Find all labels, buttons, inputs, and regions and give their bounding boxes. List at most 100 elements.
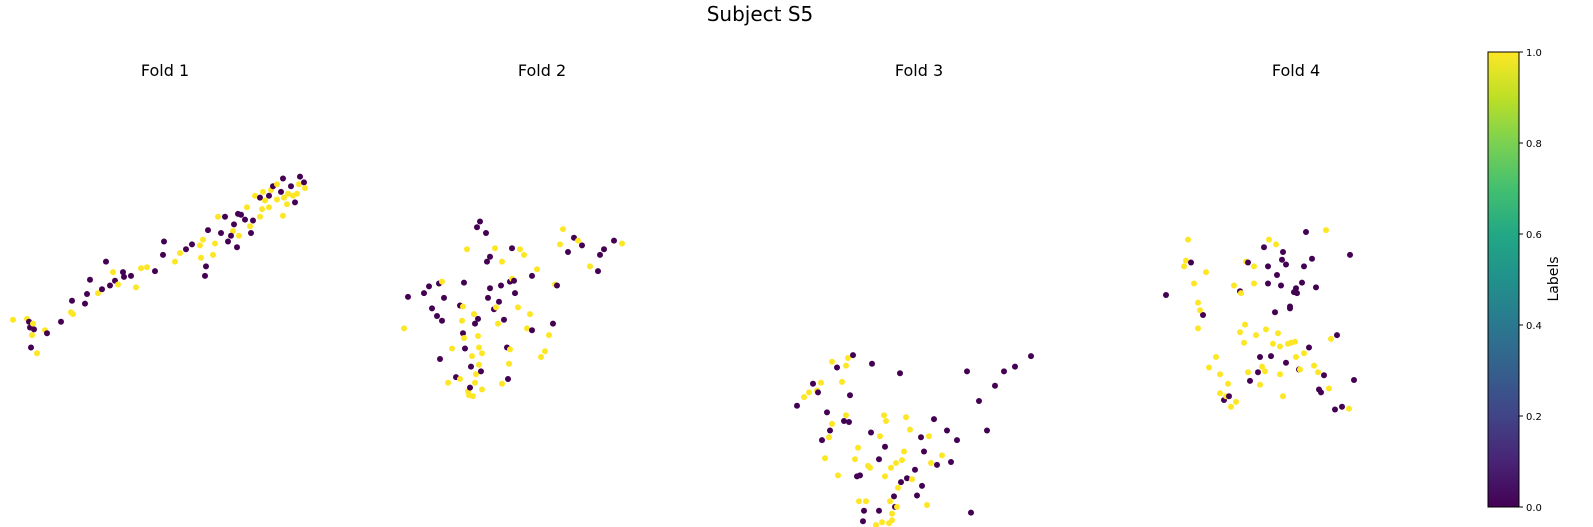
scatter-point xyxy=(1265,263,1271,270)
scatter-point xyxy=(475,333,481,339)
scatter-point xyxy=(477,218,483,225)
scatter-point xyxy=(296,181,302,188)
scatter-point xyxy=(1251,280,1257,287)
scatter-point xyxy=(161,238,167,245)
scatter-point xyxy=(278,188,284,195)
scatter-point xyxy=(801,394,807,401)
scatter-point xyxy=(806,389,812,396)
scatter-point xyxy=(475,315,481,322)
scatter-point xyxy=(1323,227,1329,234)
scatter-point xyxy=(499,380,505,387)
scatter-point xyxy=(461,335,467,341)
scatter-point xyxy=(1301,350,1307,357)
scatter-point xyxy=(839,378,845,385)
scatter-point xyxy=(266,192,272,199)
scatter-point xyxy=(1217,371,1223,378)
scatter-point xyxy=(257,213,263,220)
scatter-point xyxy=(887,498,893,505)
scatter-point xyxy=(1273,241,1279,248)
scatter-point xyxy=(87,276,93,283)
scatter-point xyxy=(826,434,832,441)
scatter-point xyxy=(1197,307,1203,314)
colorbar: 0.0 0.2 0.4 0.6 0.8 1.0 Labels xyxy=(1487,48,1562,514)
scatter-point xyxy=(252,192,258,199)
scatter-point xyxy=(437,356,443,362)
scatter-point xyxy=(133,284,139,291)
scatter-point xyxy=(487,253,493,260)
scatter-point xyxy=(1191,280,1197,287)
scatter-point xyxy=(215,213,221,220)
scatter-point xyxy=(302,185,308,192)
scatter-point xyxy=(1280,393,1286,400)
scatter-point xyxy=(128,272,134,279)
scatter-point xyxy=(1233,398,1239,405)
scatter-point xyxy=(611,237,617,244)
scatter-point xyxy=(1334,332,1340,339)
scatter-point xyxy=(470,393,476,400)
scatter-point xyxy=(1195,325,1201,332)
scatter-point xyxy=(1001,368,1007,375)
scatter-point xyxy=(212,240,218,247)
scatter-point xyxy=(1321,372,1327,379)
scatter-point xyxy=(834,364,840,371)
scatter-point xyxy=(259,206,265,213)
scatter-point xyxy=(810,380,816,387)
scatter-point xyxy=(1262,368,1268,375)
scatter-point xyxy=(1292,338,1298,345)
scatter-point xyxy=(924,502,930,508)
scatter-point xyxy=(863,498,869,505)
scatter-point xyxy=(1280,249,1286,255)
scatter-point xyxy=(468,363,474,370)
scatter-point xyxy=(1257,381,1263,388)
scatter-point xyxy=(445,379,451,386)
scatter-point xyxy=(44,330,50,337)
scatter-point xyxy=(1012,363,1018,370)
scatter-point xyxy=(1206,364,1212,371)
scatter-point xyxy=(202,272,208,279)
scatter-point xyxy=(84,291,90,297)
scatter-point xyxy=(860,518,866,525)
scatter-point xyxy=(472,379,478,386)
scatter-point xyxy=(1245,259,1251,266)
colorbar-tick-label: 0.0 xyxy=(1526,503,1542,514)
scatter-point xyxy=(511,277,517,284)
scatter-point xyxy=(288,183,294,190)
scatter-point xyxy=(868,429,874,436)
scatter-point xyxy=(1265,280,1271,287)
scatter-point xyxy=(1277,371,1283,378)
scatter-point xyxy=(471,311,477,318)
scatter-point xyxy=(944,427,950,434)
scatter-point xyxy=(441,294,447,301)
scatter-point xyxy=(1266,236,1272,243)
scatter-point xyxy=(200,236,206,243)
scatter-point xyxy=(877,433,883,440)
scatter-point xyxy=(1228,403,1234,410)
scatter-point xyxy=(1231,282,1237,289)
panel-title: Fold 2 xyxy=(518,61,566,80)
scatter-point xyxy=(1255,369,1261,376)
scatter-point xyxy=(1195,299,1201,306)
scatter-point xyxy=(1241,339,1247,346)
scatter-point xyxy=(476,344,482,351)
scatter-point xyxy=(843,362,849,369)
scatter-point xyxy=(984,427,990,434)
panel-title: Fold 1 xyxy=(141,61,189,80)
scatter-point xyxy=(461,279,467,286)
scatter-point xyxy=(934,461,940,468)
scatter-point xyxy=(236,232,242,239)
scatter-point xyxy=(225,238,231,245)
scatter-point xyxy=(505,376,511,382)
scatter-point xyxy=(841,418,847,424)
scatter-point xyxy=(1251,263,1257,270)
scatter-point xyxy=(1332,406,1338,413)
scatter-point xyxy=(152,268,158,275)
scatter-point xyxy=(34,350,40,357)
scatter-point xyxy=(867,464,873,471)
scatter-point xyxy=(914,492,920,499)
scatter-point xyxy=(565,249,571,255)
scatter-point xyxy=(1225,380,1231,387)
scatter-point xyxy=(1297,366,1303,373)
colorbar-tick-label: 0.4 xyxy=(1526,321,1542,332)
scatter-point xyxy=(524,325,530,332)
